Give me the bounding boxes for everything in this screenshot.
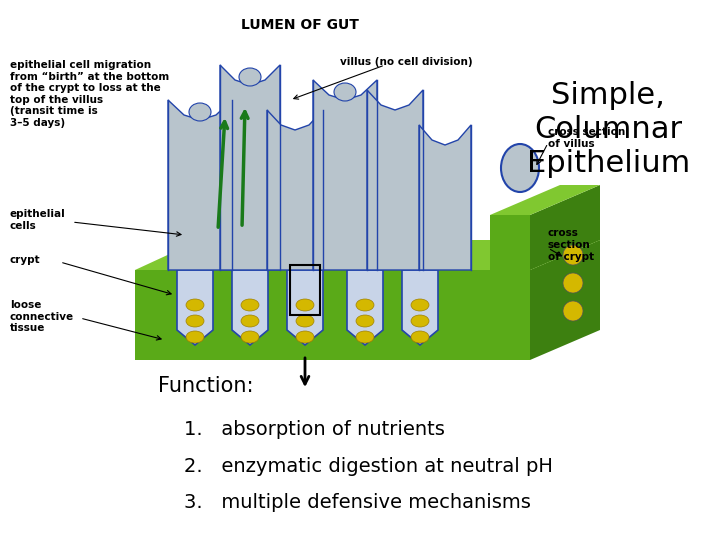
Polygon shape <box>135 270 530 360</box>
Ellipse shape <box>241 315 259 327</box>
Text: 1.   absorption of nutrients: 1. absorption of nutrients <box>184 420 444 439</box>
Text: Simple,
Columnar
Epithelium: Simple, Columnar Epithelium <box>527 82 690 178</box>
Polygon shape <box>530 185 600 270</box>
Ellipse shape <box>186 299 204 311</box>
Ellipse shape <box>296 331 314 343</box>
Ellipse shape <box>356 299 374 311</box>
Polygon shape <box>367 90 423 270</box>
Polygon shape <box>135 240 600 270</box>
Ellipse shape <box>563 301 583 321</box>
Ellipse shape <box>186 331 204 343</box>
Ellipse shape <box>356 315 374 327</box>
Ellipse shape <box>356 331 374 343</box>
Polygon shape <box>530 240 600 360</box>
Polygon shape <box>232 270 268 345</box>
Ellipse shape <box>411 299 429 311</box>
Ellipse shape <box>411 315 429 327</box>
Text: crypt: crypt <box>10 255 40 265</box>
Ellipse shape <box>501 144 539 192</box>
Ellipse shape <box>563 273 583 293</box>
Text: loose
connective
tissue: loose connective tissue <box>10 300 74 333</box>
Ellipse shape <box>239 68 261 86</box>
Text: cross
section
of crypt: cross section of crypt <box>548 228 594 261</box>
Ellipse shape <box>296 299 314 311</box>
Polygon shape <box>490 185 600 215</box>
Polygon shape <box>177 270 213 345</box>
Polygon shape <box>490 215 530 270</box>
Polygon shape <box>313 80 377 270</box>
Text: epithelial
cells: epithelial cells <box>10 209 66 231</box>
Polygon shape <box>347 270 383 345</box>
Ellipse shape <box>186 315 204 327</box>
Ellipse shape <box>411 331 429 343</box>
Ellipse shape <box>241 299 259 311</box>
Text: villus (no cell division): villus (no cell division) <box>340 57 472 67</box>
Polygon shape <box>419 125 471 270</box>
Ellipse shape <box>563 245 583 265</box>
Ellipse shape <box>296 315 314 327</box>
Text: 3.   multiple defensive mechanisms: 3. multiple defensive mechanisms <box>184 493 531 512</box>
Text: epithelial cell migration
from “birth” at the bottom
of the crypt to loss at the: epithelial cell migration from “birth” a… <box>10 60 169 128</box>
Ellipse shape <box>241 331 259 343</box>
Polygon shape <box>287 270 323 345</box>
Text: Function:: Function: <box>158 376 254 396</box>
Polygon shape <box>220 65 280 270</box>
Polygon shape <box>168 100 232 270</box>
Ellipse shape <box>189 103 211 121</box>
Bar <box>290 265 320 315</box>
Polygon shape <box>267 110 323 270</box>
Polygon shape <box>402 270 438 345</box>
Text: LUMEN OF GUT: LUMEN OF GUT <box>241 18 359 32</box>
Text: cross section
of villus: cross section of villus <box>548 127 625 149</box>
Ellipse shape <box>334 83 356 101</box>
Text: 2.   enzymatic digestion at neutral pH: 2. enzymatic digestion at neutral pH <box>184 456 552 476</box>
